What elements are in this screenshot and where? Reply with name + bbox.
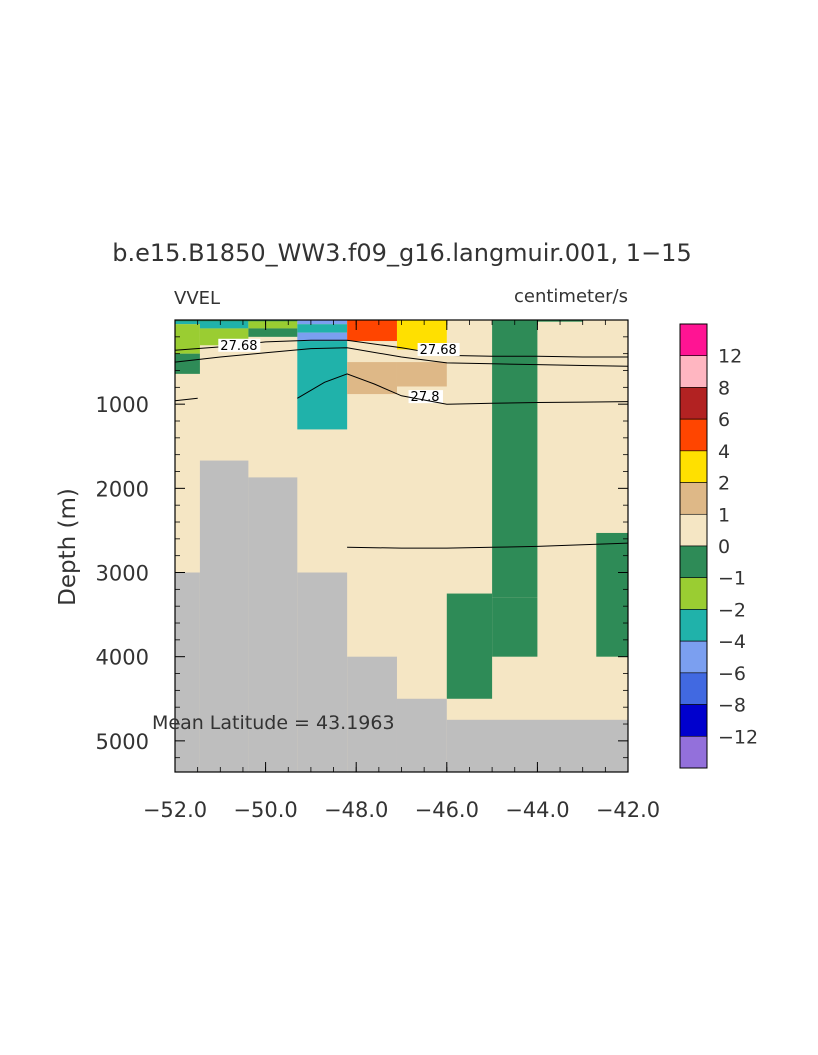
colorbar-label-5: 1 xyxy=(718,504,730,526)
colorbar-label-6: 0 xyxy=(718,536,730,558)
chart-title: b.e15.B1850_WW3.f09_g16.langmuir.001, 1−… xyxy=(112,239,691,267)
contour-label-box-1 xyxy=(417,342,460,356)
colorbar-box-13 xyxy=(679,735,708,769)
colorbar-frame xyxy=(679,323,708,769)
contour-line-1 xyxy=(174,347,629,367)
colorbar-label-12: −12 xyxy=(718,726,758,748)
units-label: centimeter/s xyxy=(514,286,628,307)
contour-line-3 xyxy=(297,373,629,405)
colorbar-label-1: 8 xyxy=(718,377,730,399)
land-segment-2 xyxy=(248,477,298,772)
colorbar: 12 8 6 4 2 1 0 −1 −2 −4 −6 −8 −12 xyxy=(679,323,758,769)
colorbar-box-5 xyxy=(679,482,708,515)
colorbar-box-0 xyxy=(679,323,708,357)
plot-area: 27.68 27.68 27.8 −52.0 −50.0 −48.0 −46.0 −44.0… xyxy=(96,319,660,822)
land-segment-1 xyxy=(199,460,249,772)
y-tick-label-0: 1000 xyxy=(96,393,149,417)
contour-label-box-0 xyxy=(218,338,261,352)
colorbar-label-3: 4 xyxy=(718,441,730,463)
velocity-cell-5 xyxy=(297,332,348,342)
velocity-cell-16 xyxy=(492,597,538,657)
colorbar-box-11 xyxy=(679,672,708,705)
land-segment-3 xyxy=(297,572,348,772)
velocity-cell-18 xyxy=(596,532,628,657)
x-tick-label-2: −48.0 xyxy=(324,798,388,822)
y-tick-label-1: 2000 xyxy=(96,477,149,501)
contour-label-2: 27.8 xyxy=(411,390,440,405)
density-contours: 27.68 27.68 27.8 xyxy=(174,338,629,549)
colorbar-label-11: −8 xyxy=(718,695,746,717)
axis-ticks: −52.0 −50.0 −48.0 −46.0 −44.0 −42.0 1000 2000 30… xyxy=(96,320,660,822)
land-segment-5 xyxy=(396,698,447,772)
colorbar-label-4: 2 xyxy=(718,473,730,495)
velocity-cell-2 xyxy=(248,320,298,329)
contour-label-box-2 xyxy=(408,390,443,404)
velocity-cell-3 xyxy=(297,320,348,325)
velocity-cell-11 xyxy=(347,320,397,342)
mean-latitude-annotation: Mean Latitude = 43.1963 xyxy=(152,712,395,734)
land-segment-0 xyxy=(175,572,200,772)
velocity-cell-14 xyxy=(396,362,447,387)
colorbar-box-7 xyxy=(679,545,708,579)
y-tick-label-4: 5000 xyxy=(96,730,149,754)
land-segment-4 xyxy=(347,656,397,772)
velocity-cell-4 xyxy=(297,324,348,333)
x-tick-label-3: −46.0 xyxy=(415,798,479,822)
y-tick-label-2: 3000 xyxy=(96,562,149,586)
x-tick-label-5: −42.0 xyxy=(596,798,660,822)
x-tick-label-0: −52.0 xyxy=(143,798,207,822)
velocity-cell-20 xyxy=(175,320,298,322)
x-tick-label-1: −50.0 xyxy=(233,798,297,822)
colorbar-label-2: 6 xyxy=(718,409,730,431)
colorbar-box-10 xyxy=(679,640,708,674)
colorbar-label-8: −2 xyxy=(718,599,746,621)
y-axis-label: Depth (m) xyxy=(55,488,81,606)
velocity-cell-9 xyxy=(248,328,298,337)
colorbar-box-9 xyxy=(679,609,708,642)
variable-label: VVEL xyxy=(174,288,220,309)
velocity-cell-15 xyxy=(492,320,538,598)
contour-label-0: 27.68 xyxy=(220,339,257,354)
land-mask xyxy=(175,460,628,772)
colorbar-box-3 xyxy=(679,418,708,452)
colorbar-box-2 xyxy=(679,387,708,420)
contour-line-2 xyxy=(174,397,198,402)
colorbar-label-10: −6 xyxy=(718,663,746,685)
colorbar-label-9: −4 xyxy=(718,631,746,653)
velocity-cell-0 xyxy=(175,320,200,325)
velocity-cell-17 xyxy=(446,593,493,699)
colorbar-box-6 xyxy=(679,513,708,547)
colorbar-box-1 xyxy=(679,355,708,388)
colorbar-label-0: 12 xyxy=(718,346,742,368)
contour-label-1: 27.68 xyxy=(420,343,457,358)
colorbar-box-8 xyxy=(679,577,708,610)
colorbar-box-4 xyxy=(679,450,708,483)
contour-line-4 xyxy=(347,542,629,549)
y-tick-label-3: 4000 xyxy=(96,646,149,670)
velocity-cell-13 xyxy=(347,362,397,395)
velocity-cell-1 xyxy=(199,320,249,329)
colorbar-box-12 xyxy=(679,704,708,737)
colorbar-label-7: −1 xyxy=(718,568,746,590)
x-tick-label-4: −44.0 xyxy=(505,798,569,822)
velocity-cell-6 xyxy=(297,341,348,430)
velocity-cell-10 xyxy=(175,353,200,374)
